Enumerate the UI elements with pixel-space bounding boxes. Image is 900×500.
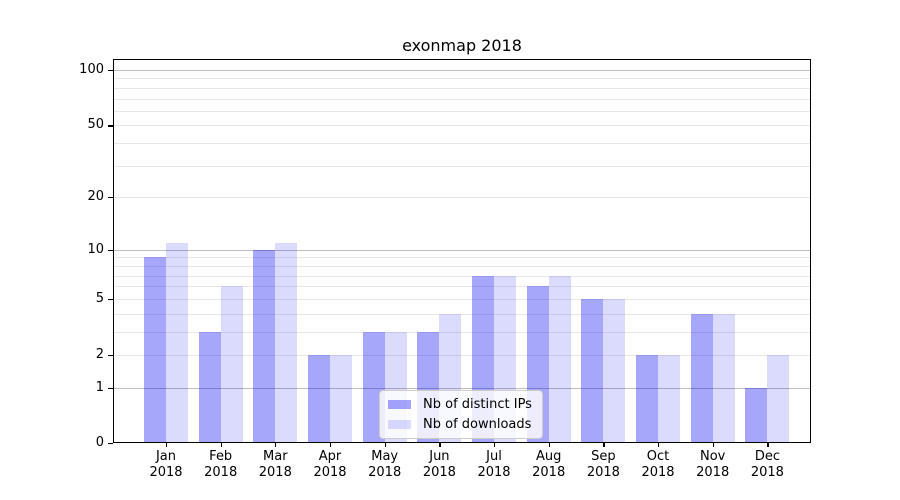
y-tick-mark <box>108 249 113 251</box>
legend-swatch-downloads <box>388 420 411 429</box>
y-minor-gridline <box>113 110 811 112</box>
x-tick-label: Sep 2018 <box>586 449 620 480</box>
bar-feb-downloads <box>220 286 243 442</box>
plot-area <box>113 59 811 443</box>
bar-sep-downloads <box>603 298 626 442</box>
x-tick-label: Aug 2018 <box>532 449 566 480</box>
y-tick-label: 2 <box>95 347 104 362</box>
x-tick-mark <box>330 443 332 447</box>
x-tick-label: Apr 2018 <box>313 449 347 480</box>
y-minor-gridline <box>113 298 811 300</box>
x-tick-label: Mar 2018 <box>258 449 292 480</box>
y-major-gridline <box>113 249 811 251</box>
y-tick-label: 100 <box>79 62 104 77</box>
y-tick-label: 5 <box>95 290 104 306</box>
y-tick-mark <box>108 298 113 300</box>
bar-mar-distinct-ips <box>253 249 276 442</box>
y-major-gridline <box>113 70 811 71</box>
bar-nov-downloads <box>712 313 735 442</box>
y-tick-label: 50 <box>87 117 104 133</box>
y-minor-gridline <box>113 257 811 259</box>
y-minor-gridline <box>113 143 811 145</box>
x-tick-mark <box>767 443 769 447</box>
y-minor-gridline <box>113 98 811 100</box>
legend-label-distinct-ips: Nb of distinct IPs <box>423 397 532 412</box>
y-minor-gridline <box>113 331 811 333</box>
y-tick-mark <box>108 355 113 357</box>
x-tick-label: Dec 2018 <box>750 449 784 480</box>
legend-entry-downloads: Nb of downloads <box>388 417 532 432</box>
chart-title: exonmap 2018 <box>402 36 522 55</box>
legend-entry-distinct-ips: Nb of distinct IPs <box>388 397 532 412</box>
bar-dec-distinct-ips <box>745 387 768 442</box>
x-tick-label: Feb 2018 <box>204 449 238 480</box>
legend-label-downloads: Nb of downloads <box>423 417 532 432</box>
x-tick-mark <box>494 443 496 447</box>
y-minor-gridline <box>113 355 811 356</box>
x-tick-mark <box>220 443 222 447</box>
x-tick-mark <box>166 443 168 447</box>
y-minor-gridline <box>113 286 811 288</box>
y-tick-mark <box>108 442 113 444</box>
bar-aug-downloads <box>548 275 571 442</box>
y-tick-mark <box>108 387 113 389</box>
y-major-gridline <box>113 387 811 389</box>
x-tick-label: Nov 2018 <box>696 449 730 480</box>
y-tick-label: 10 <box>87 241 104 257</box>
x-tick-label: Oct 2018 <box>641 449 675 480</box>
bar-apr-distinct-ips <box>308 355 330 442</box>
x-tick-label: Jun 2018 <box>422 449 456 480</box>
y-minor-gridline <box>113 197 811 199</box>
bar-jan-distinct-ips <box>144 257 166 442</box>
x-tick-label: Jan 2018 <box>149 449 183 480</box>
bar-sep-distinct-ips <box>581 298 604 442</box>
x-tick-mark <box>603 443 605 447</box>
y-minor-gridline <box>113 78 811 80</box>
legend: Nb of distinct IPs Nb of downloads <box>379 390 543 439</box>
x-tick-label: Jul 2018 <box>477 449 511 480</box>
y-tick-mark <box>108 197 113 199</box>
y-minor-gridline <box>113 165 811 167</box>
bar-dec-downloads <box>767 355 790 442</box>
bar-oct-downloads <box>658 355 680 442</box>
bar-mar-downloads <box>275 242 298 442</box>
y-minor-gridline <box>113 265 811 267</box>
x-tick-mark <box>658 443 660 447</box>
x-tick-mark <box>275 443 277 447</box>
y-tick-label: 0 <box>95 434 104 450</box>
legend-swatch-distinct-ips <box>388 400 411 409</box>
y-tick-label: 20 <box>87 189 104 205</box>
x-tick-mark <box>384 443 386 447</box>
bar-feb-distinct-ips <box>198 331 221 442</box>
bar-apr-downloads <box>330 355 352 442</box>
y-minor-gridline <box>113 313 811 315</box>
y-tick-label: 1 <box>95 379 104 395</box>
y-tick-mark <box>108 125 113 127</box>
y-tick-mark <box>108 70 113 72</box>
bar-jan-downloads <box>166 242 188 442</box>
y-minor-gridline <box>113 125 811 127</box>
bar-oct-distinct-ips <box>636 355 658 442</box>
x-tick-label: May 2018 <box>368 449 402 480</box>
x-tick-mark <box>439 443 441 447</box>
y-minor-gridline <box>113 87 811 89</box>
x-tick-mark <box>548 443 550 447</box>
x-tick-mark <box>712 443 714 447</box>
y-minor-gridline <box>113 275 811 277</box>
bar-nov-distinct-ips <box>690 313 713 442</box>
